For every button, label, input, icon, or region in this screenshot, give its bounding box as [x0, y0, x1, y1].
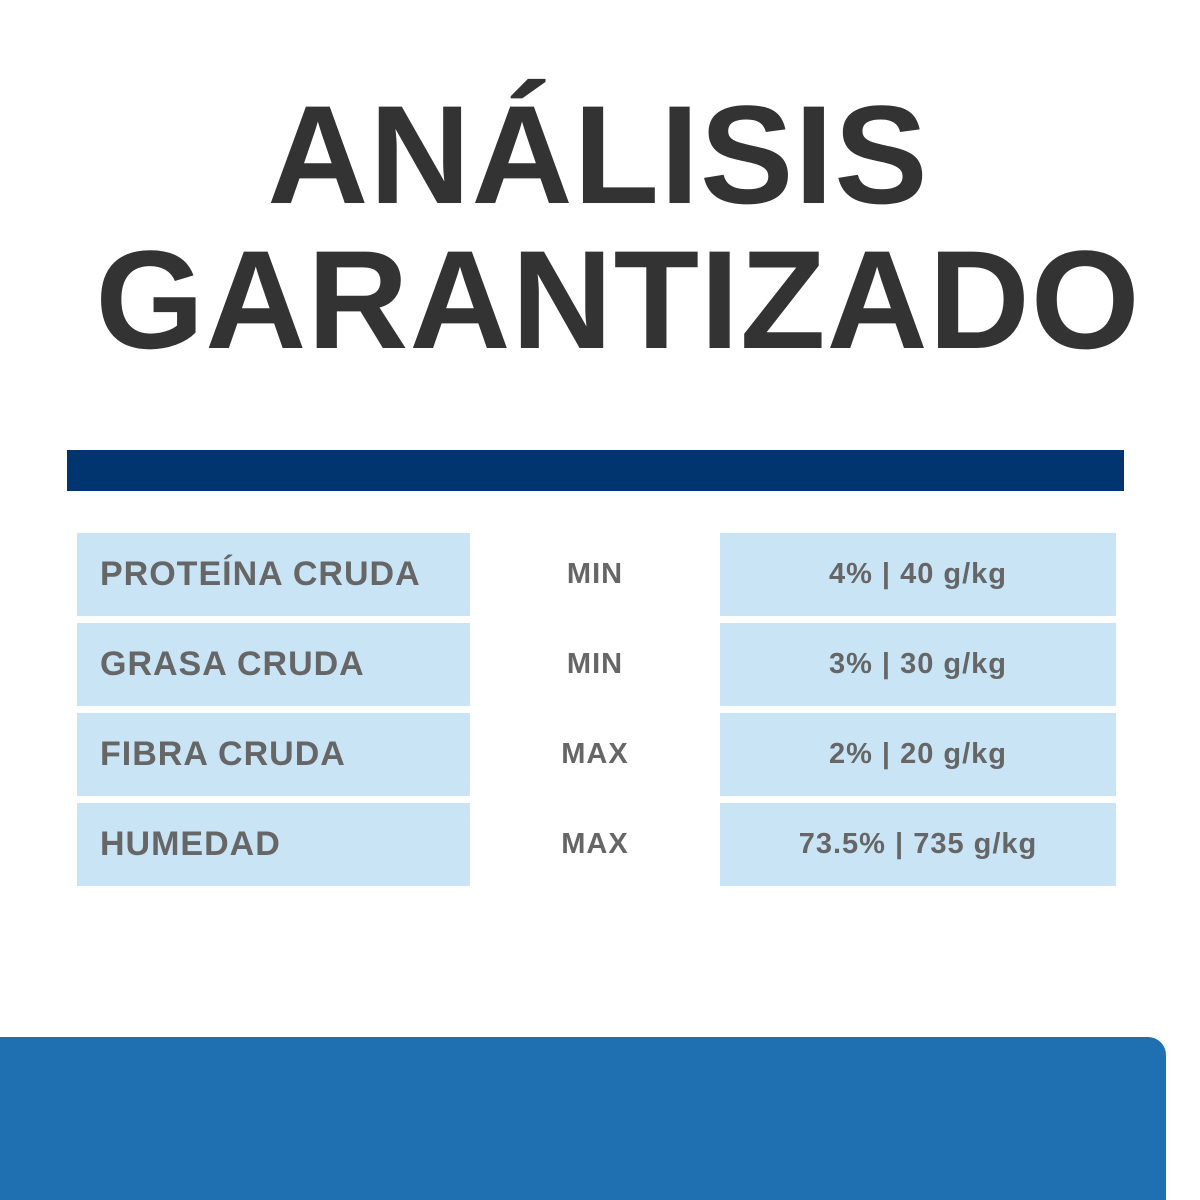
- limit-label: MIN: [566, 648, 624, 680]
- nutrient-label: PROTEÍNA CRUDA: [77, 533, 470, 616]
- footer-panel: [0, 1037, 1166, 1200]
- nutrient-value: 73.5% | 735 g/kg: [720, 803, 1116, 886]
- title-line-1: ANÁLISIS: [267, 76, 929, 233]
- limit-label: MAX: [561, 828, 629, 860]
- nutrient-label: HUMEDAD: [77, 803, 470, 886]
- nutrient-label: FIBRA CRUDA: [77, 713, 470, 796]
- nutrient-value: 3% | 30 g/kg: [720, 623, 1116, 706]
- title-line-2: GARANTIZADO: [95, 221, 1141, 378]
- divider-bar: [67, 450, 1124, 491]
- nutrient-value: 2% | 20 g/kg: [720, 713, 1116, 796]
- nutrient-label: GRASA CRUDA: [77, 623, 470, 706]
- limit-label: MAX: [561, 738, 629, 770]
- limit-label: MIN: [566, 558, 624, 590]
- nutrient-value: 4% | 40 g/kg: [720, 533, 1116, 616]
